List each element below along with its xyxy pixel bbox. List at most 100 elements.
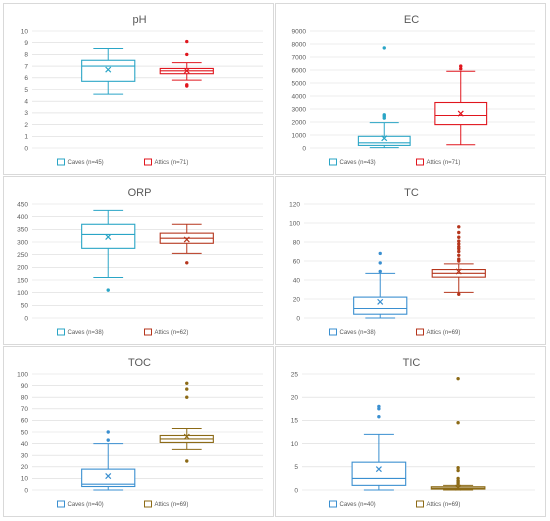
y-tick-label: 20: [291, 395, 299, 402]
y-tick-label: 70: [21, 406, 29, 413]
chart-svg: TIC 0 5 10 15 20 25 Caves (n=40) Attics (n=69): [291, 357, 535, 508]
mean-marker: [455, 484, 462, 491]
mean-marker: [105, 233, 112, 240]
iqr-box: [353, 296, 408, 315]
outlier-point: [456, 476, 460, 481]
outlier-point: [457, 225, 461, 229]
y-tick-label: 6: [24, 75, 28, 82]
outlier-point: [106, 430, 110, 434]
y-tick-label: 50: [21, 303, 29, 310]
legend-label: Attics (n=69): [155, 502, 189, 508]
outlier-point: [185, 83, 189, 87]
y-tick-label: 5: [24, 87, 28, 94]
iqr-box: [81, 468, 136, 488]
outlier-point: [456, 468, 460, 473]
box-attics: [434, 64, 488, 146]
y-tick-label: 8000: [292, 41, 307, 48]
outlier-point: [457, 242, 461, 246]
mean-marker: [105, 66, 112, 73]
y-tick-label: 9: [24, 40, 28, 47]
y-tick-label: 1: [24, 134, 28, 141]
legend-label: Caves (n=45): [68, 160, 104, 166]
box-caves: [357, 46, 411, 149]
y-tick-label: 3: [24, 110, 28, 117]
y-tick-label: 10: [21, 28, 29, 35]
legend-label: Attics (n=71): [427, 160, 461, 166]
y-tick-label: 0: [294, 487, 298, 494]
y-tick-label: 2: [24, 122, 28, 129]
y-tick-label: 20: [293, 296, 301, 303]
legend-label: Attics (n=62): [155, 330, 189, 336]
legend-swatch: [329, 328, 337, 336]
chart-title: TOC: [128, 357, 151, 369]
y-tick-label: 20: [21, 464, 29, 471]
legend-label: Attics (n=69): [427, 330, 461, 336]
legend-label: Caves (n=40): [68, 502, 104, 508]
outlier-point: [457, 235, 461, 239]
legend-swatch: [144, 500, 152, 508]
legend-label: Attics (n=71): [155, 160, 189, 166]
outlier-point: [106, 288, 110, 292]
mean-marker: [377, 298, 384, 305]
outlier-point: [378, 269, 382, 274]
mean-marker: [375, 466, 382, 473]
y-tick-label: 4: [24, 99, 28, 106]
y-tick-label: 40: [293, 277, 301, 284]
chart-panel-ec: EC 0 1000 2000 3000 4000 5000 6000 7000 8000 9000 C…: [275, 3, 546, 175]
legend-label: Attics (n=69): [427, 502, 461, 508]
box-attics: [159, 381, 214, 463]
legend-label: Caves (n=38): [68, 330, 104, 336]
chart-panel-tc: TC 0 20 40 60 80 100 120 Caves (n=38) Attics (n=6…: [275, 176, 546, 345]
y-tick-label: 0: [24, 145, 28, 152]
y-tick-label: 10: [21, 476, 29, 483]
outlier-point: [457, 249, 461, 254]
y-tick-label: 3000: [292, 106, 307, 113]
box-caves: [81, 430, 136, 491]
chart-panel-ph: pH 0 1 2 3 4 5 6 7 8 9 10 Caves (n=45) Attics (n=71): [3, 3, 274, 175]
y-tick-label: 60: [21, 418, 29, 425]
y-tick-label: 60: [293, 258, 301, 265]
outlier-point: [457, 253, 461, 257]
outlier-point: [456, 466, 460, 470]
y-tick-label: 150: [17, 277, 28, 284]
outlier-point: [457, 230, 461, 235]
box-caves: [351, 404, 407, 491]
y-tick-label: 200: [17, 265, 28, 272]
y-tick-label: 6000: [292, 67, 307, 74]
legend-swatch: [57, 158, 65, 166]
legend-label: Caves (n=43): [340, 160, 376, 166]
iqr-box: [81, 59, 136, 82]
chart-panel-toc: TOC 0 10 20 30 40 50 60 70 80 90 100 Caves (n=40) Att…: [3, 346, 274, 517]
y-tick-label: 0: [296, 315, 300, 322]
outlier-point: [457, 239, 461, 243]
y-tick-label: 7: [24, 63, 28, 70]
outlier-point: [457, 292, 461, 296]
legend-swatch: [416, 328, 424, 336]
y-tick-label: 0: [302, 145, 306, 152]
y-tick-label: 100: [17, 371, 28, 378]
outlier-point: [185, 261, 189, 265]
y-tick-label: 5: [294, 464, 298, 471]
legend-swatch: [329, 500, 337, 508]
box-attics: [431, 225, 486, 296]
chart-title: pH: [132, 14, 146, 26]
chart-title: TIC: [403, 357, 421, 369]
box-attics: [159, 223, 214, 265]
outlier-point: [457, 245, 461, 249]
legend-label: Caves (n=40): [340, 502, 376, 508]
mean-marker: [183, 236, 190, 243]
outlier-point: [378, 261, 382, 265]
y-tick-label: 400: [17, 214, 28, 221]
y-tick-label: 0: [24, 315, 28, 322]
legend-swatch: [144, 328, 152, 336]
y-tick-label: 80: [21, 395, 29, 402]
box-attics: [159, 39, 214, 88]
y-tick-label: 0: [24, 487, 28, 494]
outlier-point: [382, 46, 386, 50]
y-tick-label: 350: [17, 227, 28, 234]
box-caves: [81, 48, 136, 95]
outlier-point: [185, 39, 189, 44]
box-caves: [81, 209, 136, 292]
outlier-point: [382, 113, 386, 117]
